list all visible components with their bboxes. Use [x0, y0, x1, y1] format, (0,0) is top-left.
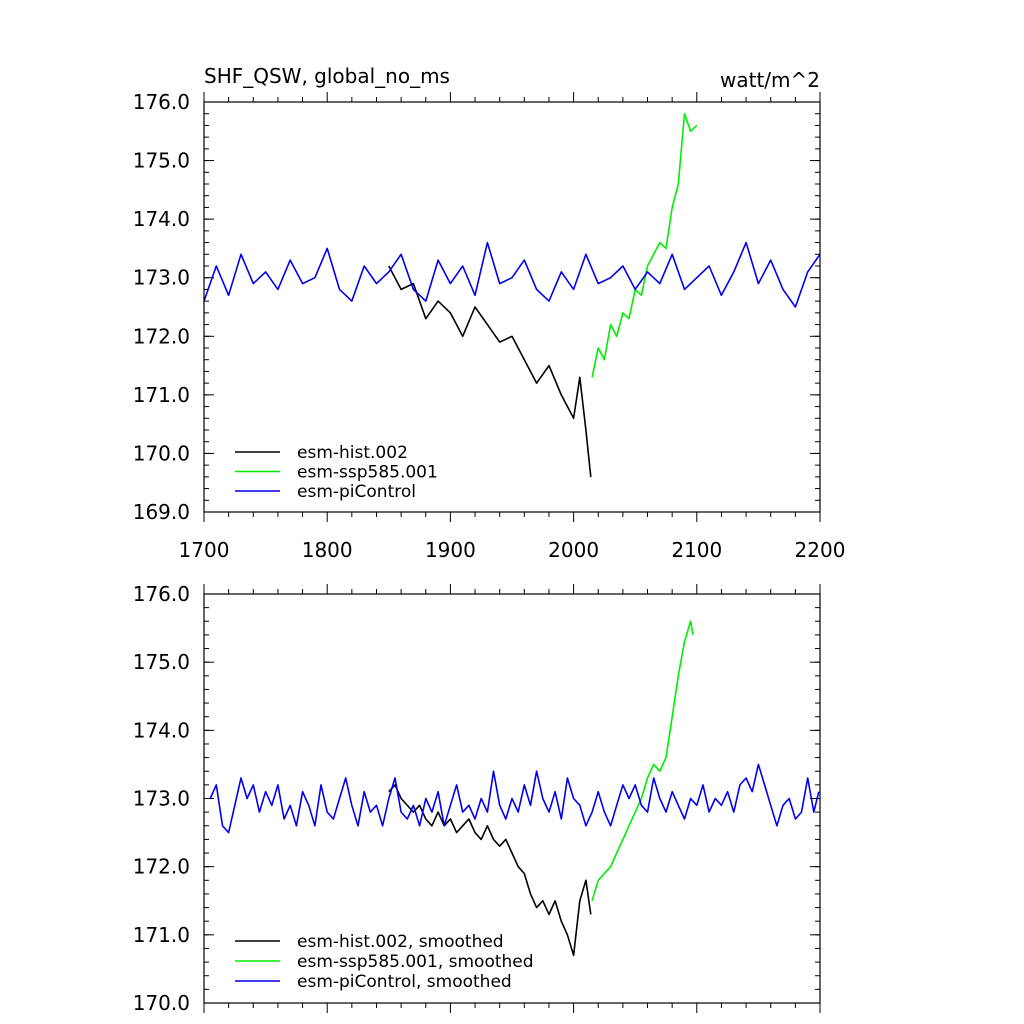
y-tick-label: 174.0 [133, 718, 190, 742]
bottom-plot-frame [203, 593, 821, 1004]
y-tick-label: 171.0 [133, 383, 190, 407]
series-line-1 [591, 112, 698, 378]
y-tick-label: 176.0 [133, 582, 190, 606]
bottom-axis-ticks: 170.0 171.0 172.0 173.0 174.0 175.0 176.0 [133, 582, 821, 1015]
y-tick-label: 173.0 [133, 787, 190, 811]
y-tick-label: 176.0 [133, 90, 190, 114]
legend-label: esm-ssp585.001 [297, 463, 438, 483]
y-tick-label: 172.0 [133, 855, 190, 879]
x-tick-label: 1700 [179, 538, 230, 562]
series-line-2 [203, 241, 821, 308]
y-tick-label: 172.0 [133, 324, 190, 348]
series-line-0 [388, 265, 592, 477]
series-line-1 [591, 620, 694, 902]
y-tick-label: 175.0 [133, 650, 190, 674]
y-tick-label: 170.0 [133, 991, 190, 1015]
x-tick-label: 2200 [795, 538, 846, 562]
y-tick-label: 170.0 [133, 441, 190, 465]
legend-label: esm-hist.002, smoothed [297, 932, 504, 952]
y-tick-label: 175.0 [133, 149, 190, 173]
series-line-0 [388, 784, 592, 957]
x-tick-label: 2000 [548, 538, 599, 562]
legend-label: esm-ssp585.001, smoothed [297, 952, 534, 972]
y-tick-label: 174.0 [133, 207, 190, 231]
bottom-series-lines [209, 620, 820, 957]
series-line-2 [209, 763, 820, 834]
legend-label: esm-hist.002 [297, 443, 408, 463]
x-tick-label: 1800 [302, 538, 353, 562]
y-tick-label: 173.0 [133, 266, 190, 290]
x-tick-label: 1900 [425, 538, 476, 562]
chart-title: SHF_QSW, global_no_ms [204, 64, 450, 88]
top-series-lines [203, 112, 821, 477]
y-tick-label: 169.0 [133, 500, 190, 524]
top-axis-ticks: 169.0 170.0 171.0 172.0 173.0 174.0 175.0 176.0… [133, 90, 846, 562]
top-plot-frame [203, 101, 821, 513]
units-label: watt/m^2 [720, 68, 820, 92]
x-tick-label: 2100 [671, 538, 722, 562]
y-tick-label: 171.0 [133, 923, 190, 947]
bottom-panel: 170.0 171.0 172.0 173.0 174.0 175.0 176.0 esm-… [133, 582, 821, 1015]
legend-label: esm-piControl [297, 482, 416, 502]
legend-label: esm-piControl, smoothed [297, 972, 512, 992]
top-panel: SHF_QSW, global_no_ms watt/m^2 169.0 170.… [133, 64, 846, 562]
